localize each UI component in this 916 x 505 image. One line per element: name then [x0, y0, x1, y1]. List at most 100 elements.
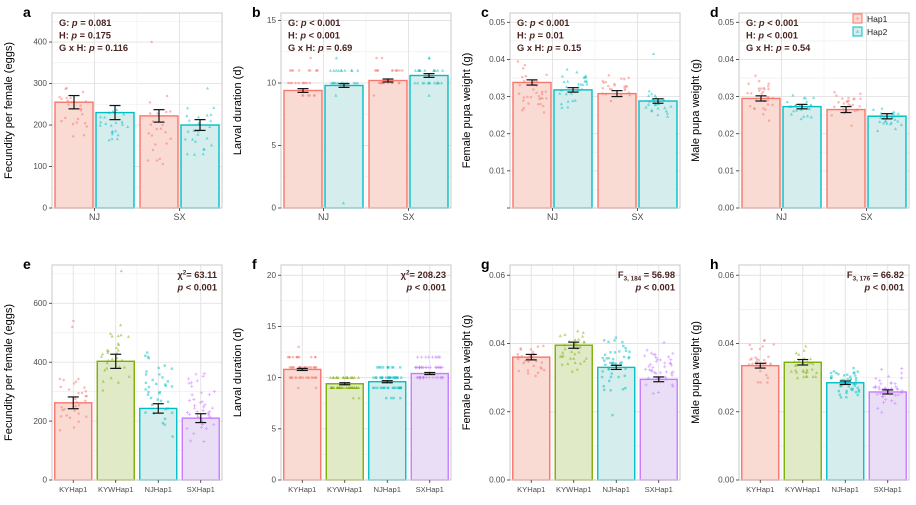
scatter-point: [76, 117, 80, 121]
scatter-point: [74, 380, 78, 383]
scatter-point: [80, 391, 84, 395]
scatter-point: [196, 115, 201, 119]
scatter-point: [814, 370, 819, 374]
scatter-point: [581, 330, 585, 334]
scatter-point: [579, 82, 583, 86]
panel-border: [509, 12, 681, 209]
scatter-point: [159, 127, 163, 130]
scatter-point: [666, 355, 671, 359]
scatter-point: [60, 406, 63, 409]
scatter-point: [438, 355, 442, 359]
scatter-point: [666, 114, 670, 118]
scatter-group: [785, 93, 816, 121]
scatter-point: [169, 110, 172, 113]
scatter-point: [170, 385, 174, 388]
stats-annotation: G x H: p = 0.116: [59, 43, 128, 53]
scatter-point: [558, 354, 563, 358]
scatter-point: [609, 389, 612, 392]
scatter-point: [605, 357, 608, 360]
scatter-point: [654, 359, 658, 364]
scatter-point: [613, 339, 616, 342]
y-tick-label: 0.02: [489, 407, 505, 416]
scatter-point: [785, 100, 789, 104]
scatter-point: [350, 68, 354, 72]
scatter-point: [192, 397, 196, 402]
x-tick-label: KYWHap1: [556, 485, 591, 494]
scatter-point: [207, 393, 211, 397]
scatter-point: [380, 376, 383, 379]
scatter-point: [762, 339, 766, 343]
stats-annotation: H: p < 0.001: [746, 31, 798, 41]
scatter-point: [77, 420, 80, 423]
scatter-point: [839, 385, 842, 388]
scatter-point: [833, 105, 836, 109]
scatter-point: [893, 401, 897, 405]
scatter-point: [351, 396, 355, 400]
bar: [741, 364, 780, 481]
scatter-point: [527, 360, 530, 364]
scatter-point: [749, 92, 753, 95]
panel-g: 0.00 0.02 0.04 0.06 KYHap1 KYWHap1 NJHap1 SXHap…: [458, 252, 687, 505]
scatter-point: [338, 386, 342, 390]
panel-border: [51, 12, 223, 209]
scatter-point: [662, 97, 666, 101]
panel-f: 0 5 10 15 20 KYHap1 KYWHap1 NJHap1 SXHap1 Larval …: [229, 252, 458, 505]
y-tick-label: 0.02: [718, 129, 734, 138]
bar: [554, 344, 593, 481]
scatter-point: [435, 365, 439, 369]
scatter-point: [165, 94, 169, 98]
y-tick-label: 0.06: [489, 271, 505, 280]
y-tick-label: 10: [267, 373, 277, 382]
scatter-point: [58, 377, 62, 381]
scatter-point: [855, 29, 860, 33]
scatter-point: [531, 356, 534, 359]
chart-d-svg: 0.00 0.01 0.02 0.03 0.04 0.05 NJ SX Male pupa we…: [690, 4, 910, 222]
scatter-point: [602, 81, 605, 84]
scatter-point: [540, 361, 544, 364]
scatter-point: [385, 396, 388, 400]
scatter-point: [194, 372, 198, 376]
scatter-point: [585, 82, 589, 86]
legend-label: Hap2: [867, 27, 888, 37]
scatter-point: [614, 336, 618, 339]
scatter-point: [517, 92, 521, 95]
bar: [139, 407, 178, 481]
scatter-point: [662, 340, 666, 345]
scatter-point: [113, 129, 118, 133]
scatter-point: [655, 357, 660, 361]
scatter-point: [158, 157, 162, 161]
scatter-point: [65, 86, 68, 90]
chart-c-svg: 0.01 0.02 0.03 0.04 0.05 NJ SX Female pupa weig…: [461, 4, 681, 222]
scatter-point: [373, 69, 377, 72]
scatter-point: [563, 332, 567, 336]
panel-c: 0.01 0.02 0.03 0.04 0.05 NJ SX Female pupa weig…: [458, 0, 687, 252]
scatter-point: [846, 377, 849, 381]
x-tick-label: SX: [173, 212, 185, 222]
x-tick-label: NJHap1: [374, 485, 401, 494]
scatter-point: [522, 79, 526, 83]
scatter-point: [576, 329, 580, 333]
y-axis-label: Larval duration (d): [232, 328, 244, 417]
scatter-point: [899, 376, 904, 380]
stats-annotation: G x H: p = 0.69: [288, 43, 352, 53]
scatter-point: [802, 96, 806, 100]
scatter-point: [106, 358, 110, 362]
scatter-point: [379, 386, 382, 390]
scatter-point: [196, 129, 200, 133]
bar: [783, 361, 822, 481]
y-tick-label: 0: [42, 476, 47, 485]
scatter-point: [845, 396, 848, 399]
scatter-point: [899, 391, 903, 395]
bar: [368, 79, 408, 209]
scatter-point: [60, 119, 63, 123]
chart-h-svg: 0.00 0.02 0.04 0.06 KYHap1 KYWHap1 NJHap1 SXHap…: [690, 256, 910, 494]
scatter-point: [165, 142, 168, 145]
bar: [826, 108, 866, 209]
scatter-point: [79, 104, 82, 107]
scatter-point: [163, 417, 167, 421]
scatter-point: [204, 426, 209, 431]
y-tick-label: 600: [33, 299, 47, 308]
scatter-point: [669, 363, 674, 367]
scatter-point: [401, 69, 404, 72]
scatter-point: [120, 122, 125, 126]
